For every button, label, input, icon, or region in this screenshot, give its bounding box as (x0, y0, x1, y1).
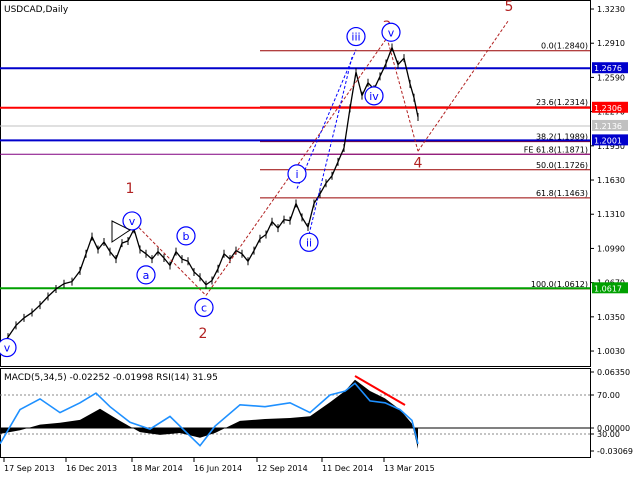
price-axis-label: 1.1950 (597, 142, 625, 151)
date-axis-label: 17 Sep 2013 (4, 464, 55, 473)
price-axis-label: 1.1630 (597, 176, 625, 185)
macd-histogram (0, 379, 418, 449)
symbol-label: USDCAD,Daily (4, 5, 69, 15)
wave-label-circle (299, 232, 319, 252)
wave-label-circle (194, 297, 214, 318)
wave-label-circled: iv (369, 90, 379, 103)
price-axis-label: 1.1310 (597, 210, 625, 219)
fib-level-label: 100.0(1.0612) (531, 280, 588, 289)
fib-level-label: FE 61.8(1.1871) (524, 145, 588, 154)
price-axis-label: 1.2590 (597, 73, 625, 82)
price-axis-label: 1.3230 (597, 5, 625, 14)
price-tag (592, 119, 628, 131)
price-axis-label: 1.0030 (597, 347, 625, 356)
price-tag-label: 1.2136 (594, 122, 622, 131)
wave-label-primary: 1 (126, 181, 135, 197)
wave-label-circled: v (129, 215, 136, 228)
indicator-label: MACD(5,34,5) -0.02252 -0.01998 RSI(14) 3… (4, 373, 218, 383)
price-axis-label: 1.0990 (597, 244, 625, 253)
date-axis-label: 18 Mar 2014 (132, 464, 183, 473)
date-axis-label: 16 Jun 2014 (194, 464, 242, 473)
wave-label-circled: ii (306, 236, 312, 249)
wave-label-circle (0, 337, 17, 358)
indicator-axis-label: 0.00000 (597, 424, 630, 433)
divergence-line (354, 375, 406, 406)
wave-label-circle (346, 26, 366, 47)
wave-label-circle (381, 22, 401, 42)
wave-projection-line (296, 49, 357, 189)
wave-label-circle (136, 265, 156, 285)
date-axis-label: 16 Dec 2013 (66, 464, 117, 473)
wave-label-primary: 5 (505, 0, 514, 15)
price-axis-label: 1.0350 (597, 313, 625, 322)
price-tag-label: 1.0617 (594, 284, 622, 293)
wave-label-primary: 4 (414, 156, 423, 172)
price-tag (592, 282, 628, 294)
wave-label-circle (122, 211, 142, 231)
wave-label-circled: v (4, 342, 11, 355)
price-tag-label: 1.2306 (594, 104, 622, 113)
indicator-frame (0, 368, 591, 458)
wave-label-circled: v (388, 26, 395, 39)
price-tag (592, 101, 628, 113)
main-chart-frame (0, 0, 591, 367)
indicator-axis-label: 70.00 (597, 391, 620, 400)
date-axis-label: 13 Mar 2015 (384, 464, 435, 473)
wave-label-circle (176, 226, 196, 246)
indicator-axis-label: 30.00 (597, 430, 620, 439)
wave-label-circled: iii (351, 31, 360, 44)
price-tag-label: 1.2001 (594, 136, 622, 145)
rsi-line (0, 382, 419, 447)
fib-level-label: 50.0(1.1726) (536, 161, 588, 170)
fib-level-label: 61.8(1.1463) (536, 189, 588, 198)
triangle-marker (111, 220, 131, 243)
wave-label-circle (364, 86, 384, 106)
price-tag (592, 134, 628, 146)
wave-projection-line (131, 220, 207, 296)
indicator-axis-label: -0.03069 (597, 447, 633, 456)
wave-label-circled: c (201, 301, 207, 314)
wave-label-circled: a (143, 269, 150, 282)
price-axis-label: 1.2910 (597, 39, 625, 48)
date-axis-label: 11 Dec 2014 (322, 464, 373, 473)
price-tag-label: 1.2676 (594, 64, 622, 73)
fib-level-label: 38.2(1.1989) (536, 133, 588, 142)
wave-label-circle (287, 164, 307, 184)
fib-level-label: 0.0(1.2840) (541, 42, 588, 51)
wave-label-circled: i (295, 168, 298, 181)
wave-projection-line (308, 56, 353, 235)
price-line (0, 45, 419, 350)
date-axis-label: 12 Sep 2014 (257, 464, 308, 473)
fib-level-label: 23.6(1.2314) (536, 98, 588, 107)
indicator-axis-label: 0.06350 (597, 368, 630, 377)
wave-projection-line (417, 19, 510, 152)
wave-label-primary: 2 (199, 326, 208, 342)
wave-label-circled: b (183, 230, 190, 243)
wave-projection-line (386, 37, 419, 152)
price-tag (592, 62, 628, 74)
